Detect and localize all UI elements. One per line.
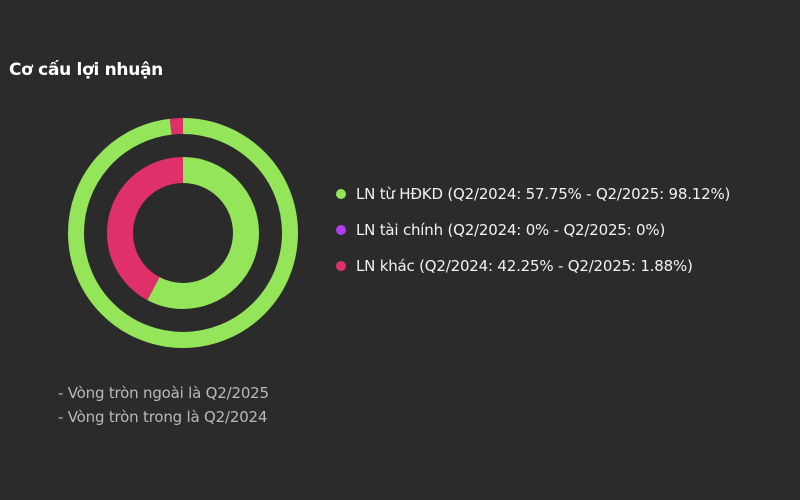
legend-label-khac: LN khác (Q2/2024: 42.25% - Q2/2025: 1.88… bbox=[356, 257, 693, 275]
legend-item-hdkd[interactable]: LN từ HĐKD (Q2/2024: 57.75% - Q2/2025: 9… bbox=[336, 182, 730, 206]
note-inner-ring: - Vòng tròn trong là Q2/2024 bbox=[58, 408, 268, 426]
legend: LN từ HĐKD (Q2/2024: 57.75% - Q2/2025: 9… bbox=[336, 182, 730, 290]
outer-ring bbox=[68, 118, 298, 348]
note-outer-ring: - Vòng tròn ngoài là Q2/2025 bbox=[58, 384, 269, 402]
legend-label-hdkd: LN từ HĐKD (Q2/2024: 57.75% - Q2/2025: 9… bbox=[356, 185, 731, 203]
inner-ring-slice-khac[interactable] bbox=[107, 157, 259, 309]
legend-label-taichinh: LN tài chính (Q2/2024: 0% - Q2/2025: 0%) bbox=[356, 221, 666, 239]
outer-ring-slice-khac[interactable] bbox=[68, 118, 298, 348]
ring-notes: - Vòng tròn ngoài là Q2/2025 - Vòng tròn… bbox=[58, 381, 269, 429]
legend-dot-taichinh bbox=[336, 225, 346, 235]
chart-title: Cơ cấu lợi nhuận bbox=[9, 60, 163, 80]
donut-chart bbox=[68, 118, 298, 348]
legend-item-taichinh[interactable]: LN tài chính (Q2/2024: 0% - Q2/2025: 0%) bbox=[336, 218, 730, 242]
legend-dot-hdkd bbox=[336, 189, 346, 199]
legend-dot-khac bbox=[336, 261, 346, 271]
inner-ring bbox=[107, 157, 259, 309]
legend-item-khac[interactable]: LN khác (Q2/2024: 42.25% - Q2/2025: 1.88… bbox=[336, 254, 730, 278]
